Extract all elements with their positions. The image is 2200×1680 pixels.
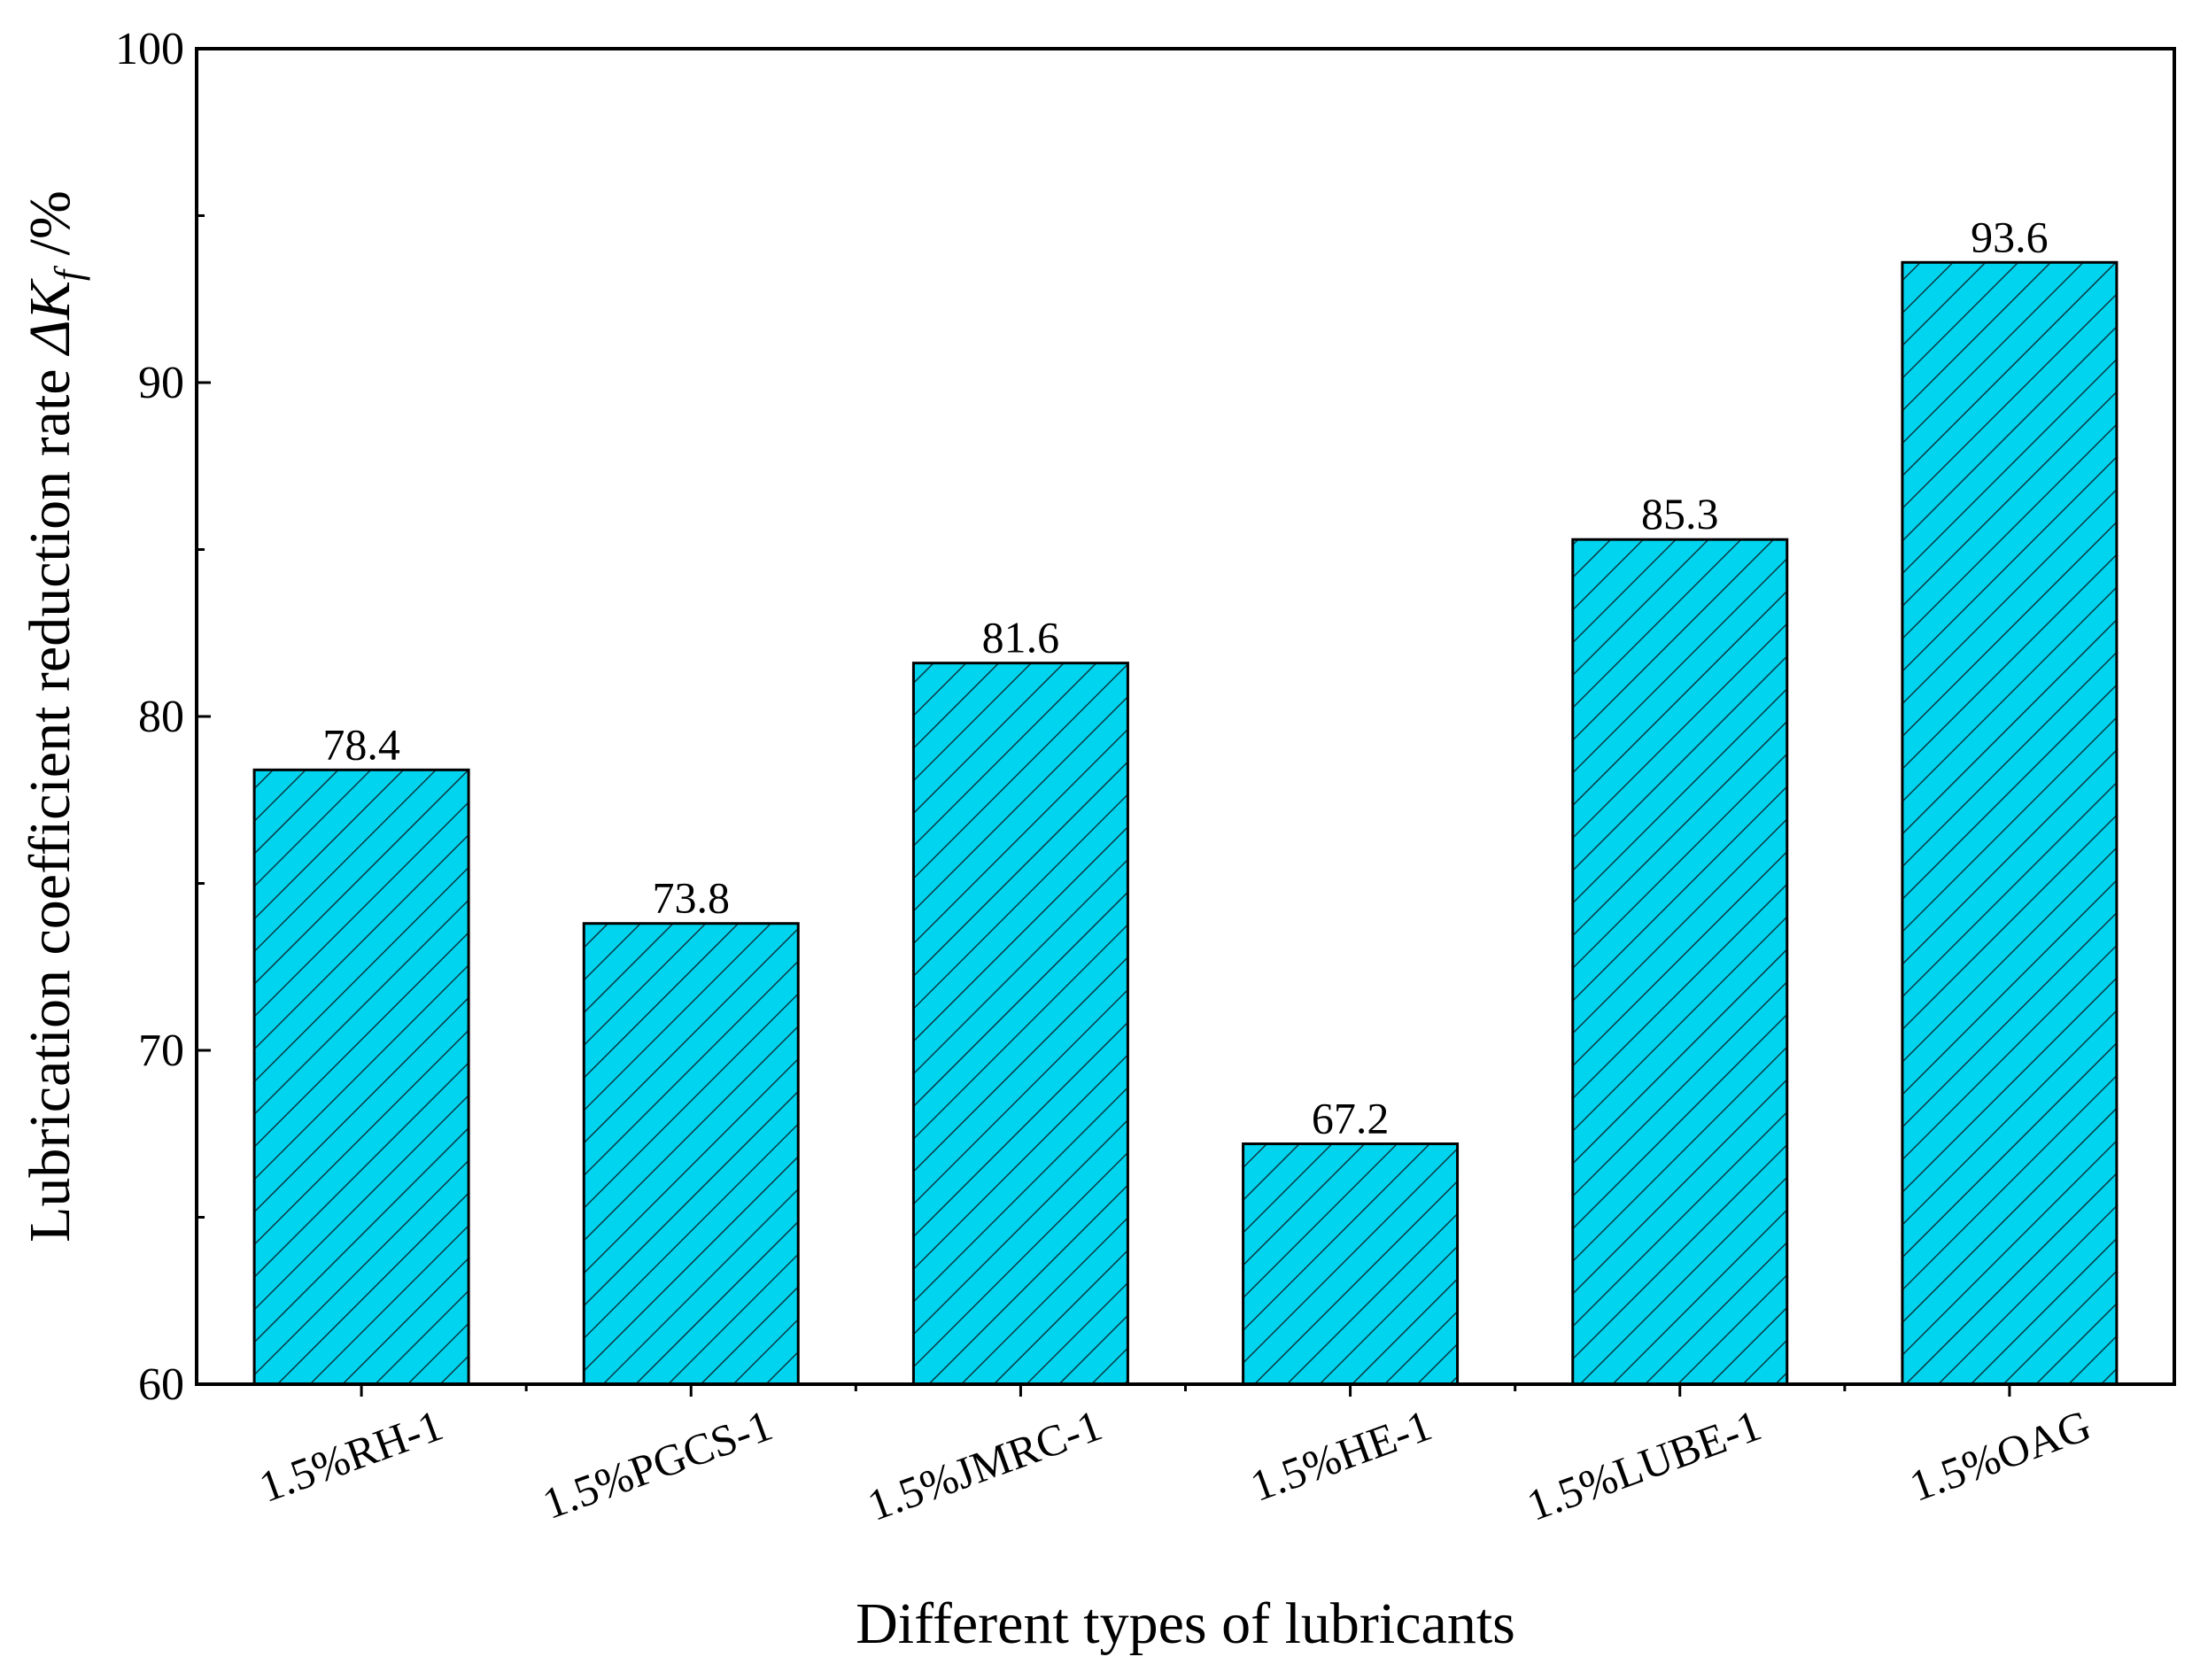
bar-1-5-jmrc-1 <box>911 662 1129 1386</box>
y-tick-label: 80 <box>138 692 184 742</box>
plot-frame <box>195 47 2176 1386</box>
data-label: 93.6 <box>1971 212 2049 261</box>
y-axis-title-symbol: ΔK <box>18 278 82 357</box>
bar-1-5-oag <box>1901 260 2119 1386</box>
y-tick-label: 70 <box>138 1026 184 1076</box>
y-axis-ticks: 60 70 80 90 100 <box>115 24 211 1410</box>
x-category-label: 1.5%JMRC-1 <box>861 1400 1108 1530</box>
data-label: 81.6 <box>982 613 1060 662</box>
bar-1-5-rh-1 <box>252 768 470 1386</box>
y-tick-label: 100 <box>115 24 184 74</box>
data-label: 73.8 <box>653 873 731 923</box>
x-axis-category-labels: 1.5%RH-1 1.5%PGCS-1 1.5%JMRC-1 1.5%HE-1 1.5%… <box>252 1400 2096 1530</box>
y-axis-title-main: Lubrication coefficient reduction rate <box>18 354 82 1243</box>
x-axis-ticks <box>360 1384 2011 1397</box>
data-label: 85.3 <box>1641 489 1719 538</box>
data-labels-group: 78.4 73.8 81.6 67.2 85.3 93.6 <box>322 212 2048 1142</box>
bar-1-5-he-1 <box>1242 1142 1460 1386</box>
x-axis-title: Different types of lubricants <box>856 1591 1515 1656</box>
y-tick-label: 90 <box>138 358 184 408</box>
bar-1-5-pgcs-1 <box>582 922 800 1386</box>
x-category-label: 1.5%LUBE-1 <box>1521 1400 1768 1530</box>
y-axis-title-unit: /% <box>18 190 82 270</box>
x-category-label: 1.5%OAG <box>1903 1400 2097 1511</box>
x-category-label: 1.5%PGCS-1 <box>536 1400 779 1529</box>
data-label: 67.2 <box>1312 1094 1390 1143</box>
bars-group <box>252 260 2119 1386</box>
bar-1-5-lube-1 <box>1571 538 1789 1386</box>
x-category-label: 1.5%HE-1 <box>1244 1400 1438 1511</box>
y-axis-title: Lubrication coefficient reduction rate Δ… <box>18 190 90 1243</box>
data-label: 78.4 <box>322 719 400 769</box>
x-category-label: 1.5%RH-1 <box>252 1400 448 1512</box>
y-tick-label: 60 <box>138 1359 184 1410</box>
